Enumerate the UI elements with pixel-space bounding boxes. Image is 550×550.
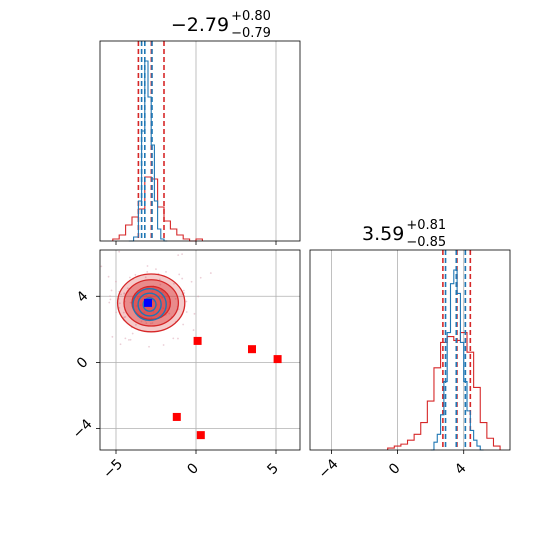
blue-marker (144, 298, 152, 307)
scatter-sample-point (190, 280, 193, 283)
param1-median: −2.79 (171, 14, 229, 36)
panel-frame (99, 249, 301, 451)
scatter-sample-point (192, 329, 195, 331)
scatter-sample-point (173, 282, 175, 285)
x-tick-label: 0 (184, 460, 202, 478)
x-tick-label: 4 (452, 460, 470, 478)
scatter-sample-point (140, 320, 143, 323)
scatter-sample-point (119, 343, 122, 346)
scatter-sample-point (148, 345, 150, 348)
scatter-sample-point (146, 270, 149, 273)
scatter-sample-point (100, 265, 103, 268)
scatter-sample-point (199, 276, 202, 279)
scatter-sample-point (185, 300, 188, 303)
red-marker (196, 431, 205, 440)
scatter-sample-point (209, 272, 212, 274)
scatter-sample-point (126, 287, 129, 290)
scatter-sample-point (118, 307, 121, 309)
x-tick-label: −5 (100, 456, 126, 482)
scatter-sample-point (177, 337, 179, 340)
scatter-sample-point (174, 297, 177, 300)
scatter-sample-point (115, 280, 117, 283)
scatter-sample-point (124, 337, 127, 340)
scatter-sample-point (165, 270, 167, 273)
scatter-sample-point (145, 322, 148, 324)
y-tick-label: 0 (74, 354, 92, 372)
histogram-series-red (387, 332, 501, 450)
panel-frame (309, 249, 511, 451)
param1-minus-error: −0.79 (231, 26, 271, 41)
scatter-sample-point (185, 311, 188, 313)
scatter-sample-point (109, 298, 112, 301)
scatter-sample-point (144, 276, 147, 279)
scatter-sample-point (155, 268, 157, 271)
scatter-sample-point (122, 311, 125, 314)
param1-title: −2.79 (171, 14, 229, 36)
marginal-histogram-param1 (99, 40, 301, 245)
y-tick-label: −4 (70, 416, 96, 442)
scatter-sample-point (182, 323, 185, 326)
scatter-sample-point (115, 311, 118, 314)
scatter-sample-point (129, 276, 131, 279)
scatter-sample-point (158, 278, 161, 281)
blue-contour-level (137, 292, 162, 317)
x-tick-label: −4 (316, 456, 342, 482)
scatter-sample-point (151, 322, 154, 324)
marginal-histogram-param2 (309, 249, 511, 454)
blue-contour-level (142, 297, 157, 312)
scatter-sample-point (131, 332, 134, 335)
param2-plus-error: +0.81 (406, 218, 446, 233)
scatter-sample-point (178, 273, 181, 276)
scatter-sample-point (193, 312, 196, 315)
scatter-sample-point (177, 254, 180, 257)
x-tick-label: 5 (264, 460, 282, 478)
param2-median: 3.59 (362, 223, 404, 245)
scatter-sample-point (182, 289, 185, 292)
scatter-sample-point (197, 295, 200, 298)
blue-contour-level (132, 287, 167, 322)
scatter-sample-point (120, 293, 122, 296)
scatter-sample-point (135, 323, 137, 326)
scatter-sample-point (109, 295, 111, 298)
red-marker (193, 336, 202, 345)
param1-plus-error: +0.80 (231, 9, 271, 24)
scatter-sample-point (168, 312, 171, 315)
red-marker (172, 412, 181, 421)
x-tick-label: 0 (386, 460, 404, 478)
scatter-sample-point (129, 301, 132, 304)
scatter-sample-point (181, 277, 184, 280)
scatter-sample-point (159, 283, 162, 286)
red-marker (248, 345, 256, 354)
histogram-series-blue (430, 269, 484, 451)
scatter-sample-point (111, 335, 114, 338)
histogram-series-blue (128, 60, 168, 242)
scatter-sample-point (181, 253, 183, 256)
scatter-sample-point (124, 316, 127, 318)
scatter-sample-point (162, 344, 165, 346)
param2-minus-error: −0.85 (406, 235, 446, 250)
scatter-sample-point (172, 337, 175, 340)
scatter-sample-point (134, 273, 137, 276)
scatter-sample-point (110, 289, 113, 292)
scatter-sample-point (146, 265, 149, 267)
red-marker (273, 355, 282, 364)
joint-scatter-panel (96, 249, 301, 454)
scatter-sample-point (118, 302, 121, 305)
scatter-sample-point (118, 250, 121, 253)
y-tick-label: 4 (74, 288, 92, 306)
scatter-sample-point (149, 322, 152, 325)
scatter-sample-point (128, 338, 130, 341)
histogram-series-red (112, 176, 203, 242)
scatter-sample-point (108, 301, 111, 304)
scatter-sample-point (107, 275, 110, 278)
scatter-sample-point (129, 338, 132, 341)
scatter-sample-point (123, 292, 126, 295)
panel-frame (99, 40, 301, 242)
